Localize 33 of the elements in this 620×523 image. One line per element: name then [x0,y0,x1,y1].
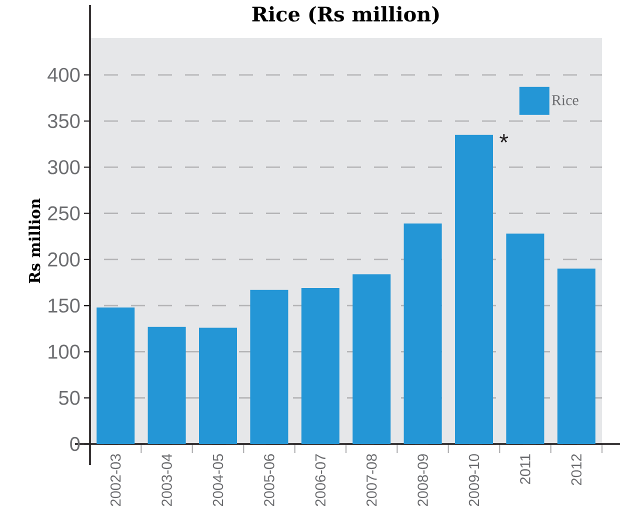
annotation: * [500,134,508,143]
y-tick-label: 200 [48,252,80,267]
x-tick-label: 2012 [571,454,582,486]
y-tick-label: 250 [48,206,80,220]
y-tick-label: 400 [48,68,80,82]
bar [352,274,391,444]
legend-label: Rice [552,95,578,106]
bar [557,268,596,444]
x-tick-label: 2008-09 [418,454,428,506]
chart-title: Rice (Rs million) [252,6,439,24]
bar [199,328,237,444]
bar [506,234,544,444]
x-tick-label: 2004-05 [212,454,224,506]
y-tick-label: 300 [48,160,80,174]
x-tick-label: 2002-03 [110,454,121,506]
x-tick-label: 2005-06 [264,454,274,506]
bar [301,288,340,444]
bar [404,223,442,444]
y-tick-label: 0 [70,436,80,452]
y-tick-label: 350 [48,114,80,128]
x-tick-label: 2003-04 [162,454,172,506]
x-tick-label: 2009-10 [468,454,480,506]
x-tick-label: 2011 [520,454,530,484]
bar [96,307,135,444]
x-tick-label: 2006-07 [315,454,326,506]
y-tick-label: 100 [48,344,80,359]
bar [148,326,186,444]
bar [455,134,493,444]
y-axis-title: Rs million [28,198,40,284]
y-tick-label: 50 [59,390,80,405]
x-tick-label: 2007-08 [366,454,377,506]
y-tick-label: 150 [48,298,80,313]
bar [250,290,288,444]
